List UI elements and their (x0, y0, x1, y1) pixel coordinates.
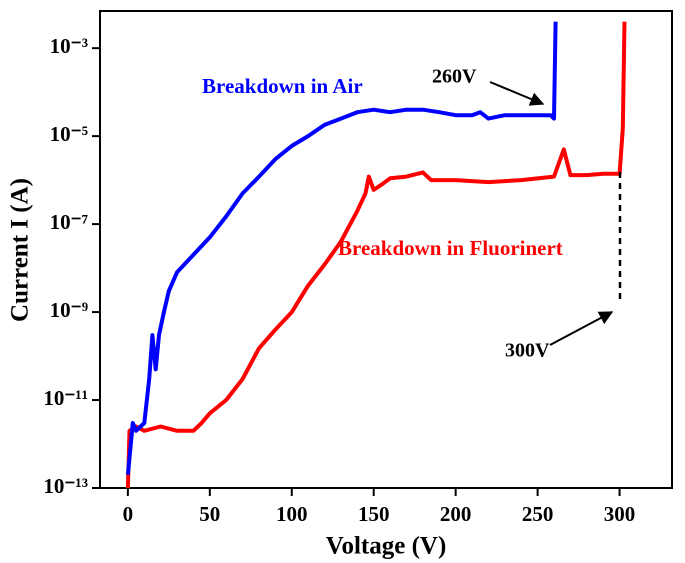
y-tick-label: 10⁻¹³ (43, 474, 88, 498)
series-label: Breakdown in Air (202, 74, 363, 98)
annotation: 300V (505, 340, 550, 362)
plot-layer: 0 50 100 150 200 250 300 10⁻¹³ 10⁻¹¹ 10⁻⁹ 10⁻⁷ 10⁻⁵… (43, 21, 636, 526)
y-tick-label: 10⁻⁹ (50, 298, 88, 322)
y-tick-label: 10⁻⁷ (50, 210, 88, 234)
arrow-300v (549, 311, 614, 346)
series-label: Breakdown in Fluorinert (338, 236, 563, 260)
y-tick-label: 10⁻³ (50, 34, 88, 58)
x-tick-label: 100 (276, 502, 308, 526)
x-axis-label: Voltage (V) (326, 533, 447, 560)
x-tick-label: 150 (358, 502, 390, 526)
x-tick-label: 50 (199, 502, 220, 526)
arrow-260v (489, 81, 545, 106)
x-tick-label: 250 (522, 502, 554, 526)
x-tick-label: 0 (123, 502, 134, 526)
x-tick-label: 300 (604, 502, 636, 526)
y-tick-label: 10⁻⁵ (50, 122, 88, 146)
x-tick-label: 200 (440, 502, 472, 526)
data-line (125, 21, 627, 489)
annotation: 260V (432, 66, 477, 88)
plot-frame (99, 10, 673, 489)
y-tick-label: 10⁻¹¹ (43, 386, 88, 410)
y-axis-label: Current I (A) (7, 178, 34, 322)
data-line (125, 21, 558, 475)
